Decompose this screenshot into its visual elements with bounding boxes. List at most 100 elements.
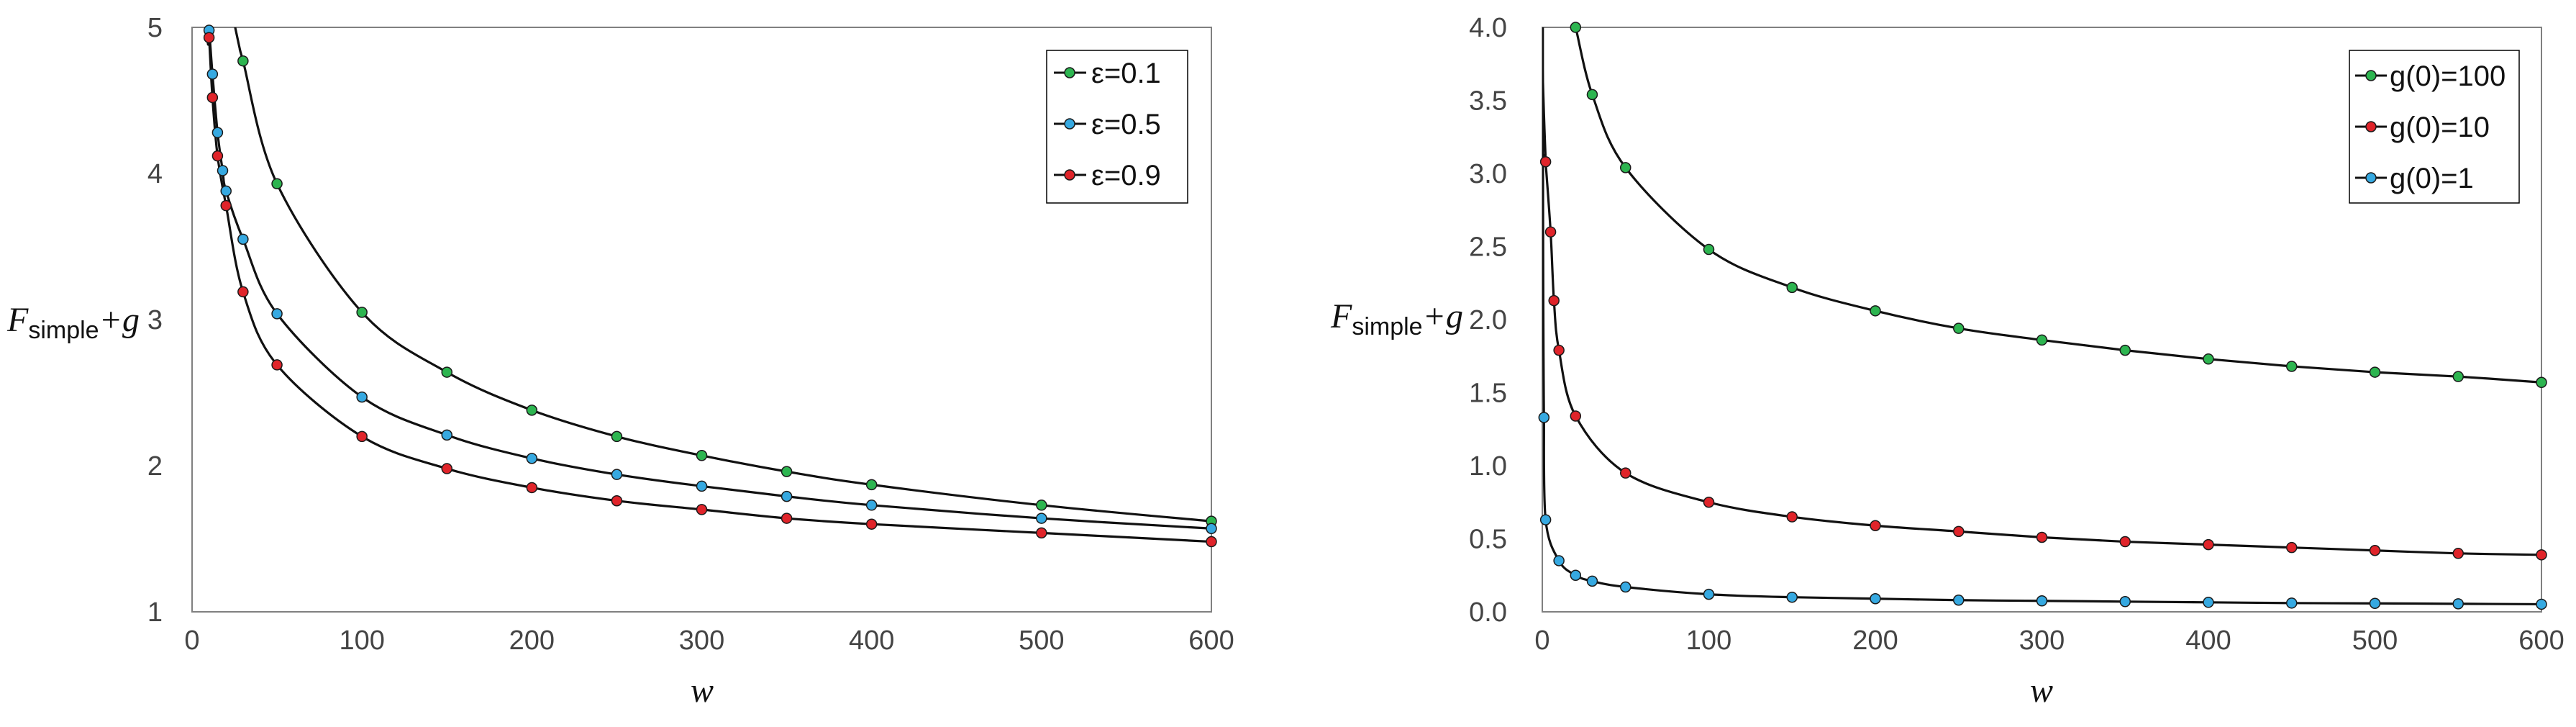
y-axis-label-tail: +g <box>99 301 140 339</box>
data-point <box>1620 162 1631 173</box>
legend-entry-g0-1: g(0)=1 <box>2355 163 2474 194</box>
data-point <box>1553 555 1565 566</box>
y-tick-labels: 1 2 3 4 5 <box>147 13 163 628</box>
data-point <box>220 185 232 197</box>
data-point <box>865 500 878 511</box>
data-point <box>356 391 368 403</box>
data-point <box>2369 366 2381 378</box>
data-point <box>1036 500 1047 511</box>
data-point <box>2036 595 2048 607</box>
data-point <box>1570 569 1582 581</box>
data-point <box>611 469 623 480</box>
series-line <box>234 27 1211 523</box>
data-point <box>1870 520 1881 531</box>
x-tick-label: 500 <box>2352 626 2398 656</box>
series-line <box>206 27 1211 543</box>
data-point <box>780 512 793 524</box>
legend-label: g(0)=100 <box>2390 60 2506 92</box>
data-point <box>271 308 283 320</box>
data-point <box>1953 525 1965 538</box>
data-point <box>211 150 224 162</box>
data-point <box>1586 89 1598 101</box>
series-lines <box>1542 27 2541 606</box>
data-point <box>1036 512 1047 524</box>
x-tick-labels: 0 100 200 300 400 500 600 <box>1534 626 2564 656</box>
y-tick-label: 2 <box>147 451 163 482</box>
x-tick-label: 0 <box>1534 626 1549 656</box>
y-tick-label: 0.5 <box>1469 525 1507 555</box>
data-point <box>865 518 878 530</box>
y-axis-label-main: F <box>6 301 29 339</box>
data-point <box>2036 334 2048 346</box>
data-point <box>1953 322 1965 334</box>
legend-label: ε=0.9 <box>1091 160 1161 191</box>
x-tick-label: 300 <box>679 626 724 656</box>
legend: ε=0.1 ε=0.5 ε=0.9 <box>1046 50 1188 204</box>
series-line <box>1542 27 2541 606</box>
data-point <box>1538 412 1550 423</box>
series-lines <box>205 27 1211 543</box>
series-line <box>205 27 1211 530</box>
legend-label: g(0)=10 <box>2390 112 2490 143</box>
y-tick-label: 2.5 <box>1469 232 1507 263</box>
legend-entry-g0-100: g(0)=100 <box>2355 60 2506 92</box>
y-tick-label: 2.0 <box>1469 305 1507 335</box>
y-tick-label: 1 <box>147 597 163 628</box>
legend-marker-blue <box>2365 172 2377 184</box>
legend-marker-green <box>1064 67 1075 78</box>
data-point <box>2203 353 2214 365</box>
data-point <box>237 286 249 298</box>
data-point <box>217 165 229 176</box>
data-point <box>203 32 215 43</box>
data-point <box>1544 226 1557 238</box>
data-point <box>1206 536 1217 548</box>
data-point <box>1620 467 1631 479</box>
data-point <box>2536 598 2547 610</box>
data-point <box>1870 305 1881 317</box>
data-point <box>441 366 452 378</box>
series-points <box>203 24 1217 548</box>
chart-g0: 0.0 0.5 1.0 1.5 2.0 2.5 3.0 3.5 4.0 0 100 200 300 40… <box>1330 13 2564 710</box>
x-tick-label: 600 <box>2518 626 2564 656</box>
data-point <box>1586 575 1598 587</box>
data-point <box>1553 344 1565 356</box>
data-point <box>2286 597 2298 609</box>
x-tick-label: 0 <box>184 626 199 656</box>
x-tick-label: 600 <box>1188 626 1234 656</box>
legend-label: g(0)=1 <box>2390 163 2474 194</box>
data-point <box>1570 22 1582 33</box>
x-tick-label: 200 <box>1852 626 1898 656</box>
legend-entry-eps-0.5: ε=0.5 <box>1054 109 1161 140</box>
data-point <box>2119 344 2131 356</box>
data-point <box>526 482 538 494</box>
data-point <box>206 68 219 80</box>
y-tick-label: 3.0 <box>1469 159 1507 189</box>
data-point <box>1539 514 1552 525</box>
legend-entry-eps-0.9: ε=0.9 <box>1054 160 1161 191</box>
data-point <box>780 466 793 477</box>
data-point <box>2452 371 2464 382</box>
x-tick-label: 100 <box>1686 626 1731 656</box>
y-tick-label: 3.5 <box>1469 86 1507 117</box>
data-point <box>1703 588 1715 600</box>
data-point <box>441 429 452 441</box>
data-point <box>356 307 368 318</box>
x-tick-label: 500 <box>1019 626 1064 656</box>
chart-epsilon: 1 2 3 4 5 0 100 200 300 400 500 600 w Fsimple+g ε=… <box>6 13 1234 710</box>
data-point <box>2452 548 2464 559</box>
y-tick-labels: 0.0 0.5 1.0 1.5 2.0 2.5 3.0 3.5 4.0 <box>1469 13 1507 628</box>
x-tick-label: 400 <box>2185 626 2231 656</box>
y-axis-label: Fsimple+g <box>6 301 140 344</box>
data-point <box>696 450 708 461</box>
data-point <box>2119 536 2131 548</box>
data-point <box>2452 598 2464 610</box>
data-point <box>611 430 623 443</box>
data-point <box>2036 531 2048 543</box>
data-point <box>526 453 538 464</box>
x-tick-label: 300 <box>2019 626 2065 656</box>
data-point <box>1620 581 1631 593</box>
y-tick-label: 0.0 <box>1469 597 1507 628</box>
data-point <box>2536 376 2547 389</box>
x-axis-label: w <box>691 672 714 710</box>
data-point <box>780 490 793 502</box>
